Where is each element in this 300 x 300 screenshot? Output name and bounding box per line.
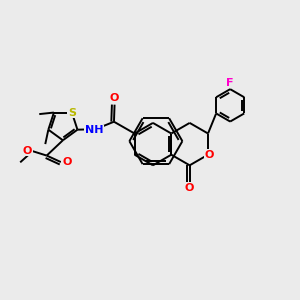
Text: O: O — [22, 146, 32, 156]
Text: S: S — [68, 108, 76, 118]
Text: O: O — [110, 93, 119, 103]
Text: O: O — [205, 150, 214, 160]
Text: O: O — [62, 157, 71, 167]
Text: O: O — [185, 183, 194, 193]
Text: NH: NH — [85, 125, 104, 135]
Text: F: F — [226, 78, 234, 88]
